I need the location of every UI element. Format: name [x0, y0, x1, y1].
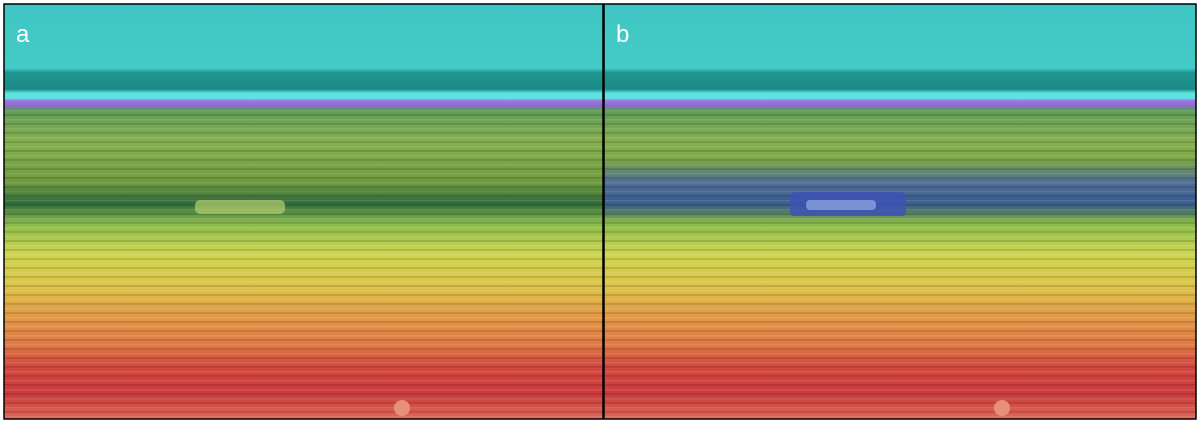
- panel-a: a: [3, 3, 604, 420]
- panel-label: b: [616, 21, 629, 48]
- panel-label: a: [16, 21, 30, 48]
- panel-b: b: [603, 3, 1197, 420]
